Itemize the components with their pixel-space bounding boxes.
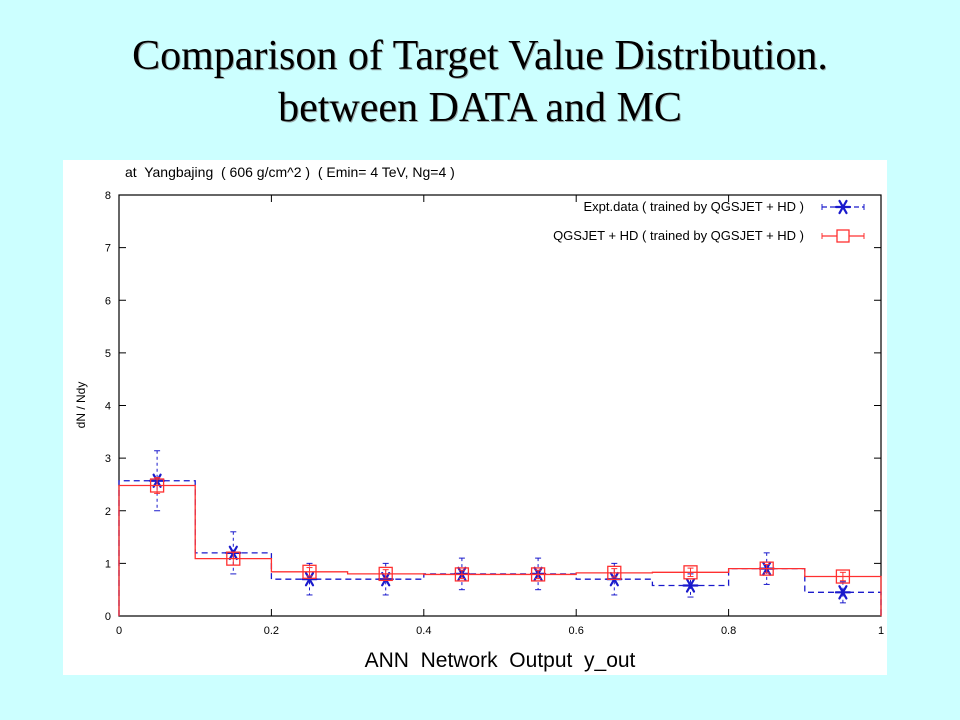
x-tick-label: 0 (116, 625, 122, 637)
series-1-error-bar (230, 531, 237, 575)
series-1-error-bar (839, 581, 846, 604)
series-1-error-bar (611, 562, 618, 596)
y-tick-label: 3 (105, 453, 111, 465)
series-2-error-bar (535, 569, 542, 580)
data-point (835, 569, 851, 584)
y-axis-label: dN / Ndy (74, 382, 88, 429)
y-tick-label: 8 (105, 190, 111, 202)
slide-title-line-1: Comparison of Target Value Distribution. (132, 33, 828, 79)
data-point (683, 565, 698, 580)
series-1 (118, 450, 882, 616)
data-point (301, 571, 318, 587)
data-point (530, 567, 546, 582)
data-point (607, 565, 622, 580)
data-point (834, 585, 852, 600)
x-tick-label: 0.2 (264, 625, 279, 637)
series-2 (118, 477, 882, 616)
series-2-error-bar (458, 569, 465, 580)
y-tick-label: 0 (105, 611, 111, 623)
chart-title: at Yangbajing ( 606 g/cm^2 ) ( Emin= 4 T… (125, 164, 455, 180)
data-point (378, 566, 393, 582)
series-1-error-bar (382, 562, 389, 596)
series-2-error-bar (154, 477, 161, 494)
x-tick-label: 1 (878, 625, 884, 637)
asterisk-stroke (304, 571, 315, 587)
data-point (454, 567, 470, 582)
y-tick-label: 1 (105, 558, 111, 570)
data-point (759, 561, 774, 576)
legend-marker (836, 229, 850, 243)
data-point (377, 571, 394, 587)
legend: Expt.data ( trained by QGSJET + HD ) QGSJ… (553, 199, 865, 243)
y-tick-label: 7 (105, 243, 111, 255)
series-2-error-bar (763, 563, 770, 574)
series-1-step-line (118, 480, 882, 616)
y-tick-label: 2 (105, 506, 111, 518)
axis-ticks: 0 0.2 0.4 0.6 0.8 1 0 1 2 3 4 5 6 7 8 (105, 190, 884, 637)
asterisk-stroke (381, 571, 391, 587)
legend-item-2: QGSJET + HD ( trained by QGSJET + HD ) (553, 228, 865, 243)
legend-item-1: Expt.data ( trained by QGSJET + HD ) (584, 199, 865, 215)
data-point (149, 478, 165, 493)
data-point (302, 564, 317, 579)
asterisk-stroke (838, 199, 848, 215)
series-2-error-bar (306, 567, 313, 577)
y-tick-label: 6 (105, 295, 111, 307)
legend-marker (834, 199, 852, 215)
series-layer (118, 450, 882, 616)
x-axis-label: ANN Network Output y_out (365, 649, 636, 672)
series-2-step-line (118, 484, 882, 616)
data-point (226, 551, 241, 566)
slide-title-line-2: between DATA and MC (278, 85, 682, 131)
series-1-error-bar (306, 562, 313, 596)
legend-label: QGSJET + HD ( trained by QGSJET + HD ) (553, 228, 804, 243)
x-tick-label: 0.8 (721, 625, 736, 637)
asterisk-stroke (838, 585, 848, 600)
series-2-error-bar (839, 571, 846, 582)
plot-panel: at Yangbajing ( 606 g/cm^2 ) ( Emin= 4 T… (63, 160, 887, 675)
series-2-error-bar (687, 567, 694, 578)
series-1-error-bar (763, 552, 770, 585)
series-1-error-bar (535, 557, 542, 591)
slide-title: Comparison of Target Value Distribution.… (0, 30, 960, 134)
asterisk-stroke (685, 578, 696, 593)
series-1-error-bar (154, 450, 161, 512)
data-point (682, 578, 699, 593)
series-2-error-bar (382, 569, 389, 579)
y-tick-label: 4 (105, 401, 111, 413)
series-2-error-bar (611, 568, 618, 578)
x-tick-label: 0.6 (569, 625, 584, 637)
chart: at Yangbajing ( 606 g/cm^2 ) ( Emin= 4 T… (74, 164, 884, 672)
y-tick-label: 5 (105, 348, 111, 360)
x-tick-label: 0.4 (416, 625, 431, 637)
series-1-error-bar (458, 557, 465, 591)
legend-label: Expt.data ( trained by QGSJET + HD ) (584, 199, 805, 214)
